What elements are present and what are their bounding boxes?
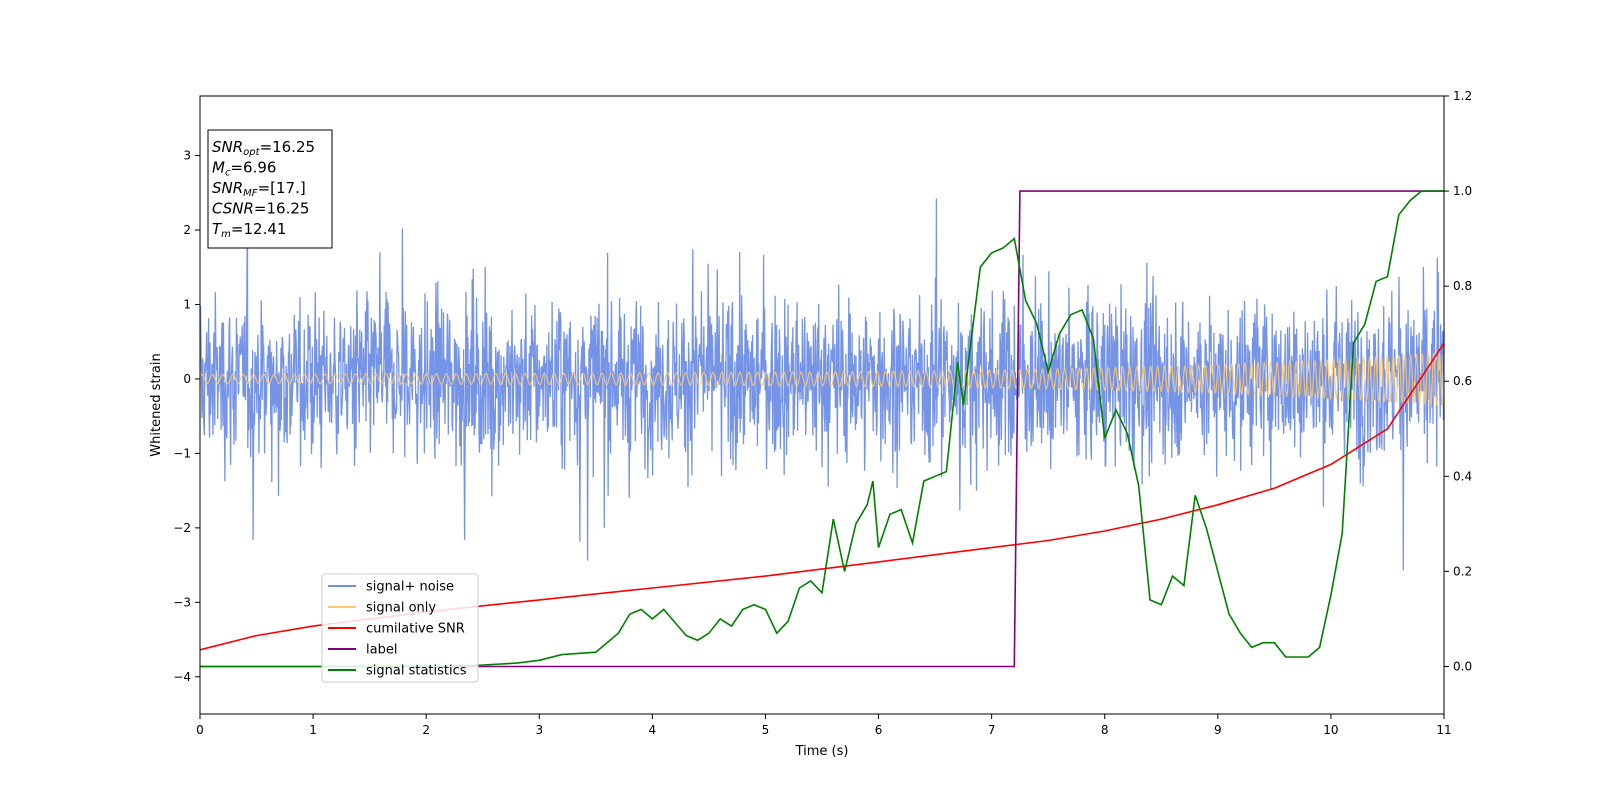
plot-frame — [199, 95, 1445, 715]
x-tick-label: 4 — [649, 723, 657, 737]
x-tick-label: 11 — [1436, 723, 1451, 737]
y-left-tick-label: 2 — [183, 223, 191, 237]
annotation-line: SNRopt=16.25 — [212, 138, 315, 158]
legend: signal+ noise signal only cumilative SNR la… — [321, 573, 479, 683]
y-right-tick-label: 0.8 — [1453, 279, 1472, 293]
y-left-tick-label: 0 — [183, 372, 191, 386]
annotation-frame — [207, 129, 333, 249]
x-tick-label: 0 — [196, 723, 204, 737]
annotation-line: Tm=12.41 — [212, 220, 286, 240]
legend-entry: signal statistics — [366, 664, 467, 679]
annotation-line: CSNR=16.25 — [212, 200, 309, 218]
x-tick-label: 9 — [1214, 723, 1222, 737]
y-right-tick-label: 0.2 — [1453, 564, 1472, 578]
x-tick-label: 5 — [762, 723, 770, 737]
y-right-tick-label: 0.6 — [1453, 374, 1472, 388]
annotation-line: Mc=6.96 — [212, 159, 276, 179]
y-left-tick-label: 1 — [183, 297, 191, 311]
signal-statistics-line — [200, 190, 1444, 668]
y-left-tick-label: −2 — [173, 521, 191, 535]
annotation-box: SNRopt=16.25Mc=6.96SNRMF=[17.]CSNR=16.25… — [207, 129, 333, 249]
y-right-tick-label: 0.0 — [1453, 659, 1472, 673]
legend-entry: label — [366, 643, 397, 658]
signal-noise-series — [199, 198, 1445, 571]
y-right-tick-label: 1.2 — [1453, 89, 1472, 103]
signal-noise-line — [199, 198, 1445, 571]
y-axis-label: Whitened strain — [149, 353, 164, 456]
x-tick-label: 7 — [988, 723, 996, 737]
x-tick-label: 8 — [1101, 723, 1109, 737]
signal-only-line — [199, 352, 1445, 406]
y-left-tick-label: 3 — [183, 149, 191, 163]
legend-entry: signal+ noise — [366, 580, 454, 595]
y-left-tick-label: −1 — [173, 446, 191, 460]
x-tick-label: 10 — [1323, 723, 1338, 737]
label-line — [200, 190, 1444, 668]
y-left-tick-label: −4 — [173, 670, 191, 684]
x-axis-label: Time (s) — [795, 744, 849, 759]
x-tick-label: 2 — [422, 723, 430, 737]
y-right-tick-label: 1.0 — [1453, 184, 1472, 198]
axes-ticks: 0 1 2 3 4 5 6 7 8 9 10 11 −4 −3 −2 −1 0 1 2 3 0.0 0.2 0.4 0.6 0.… — [173, 89, 1472, 737]
legend-entry: signal only — [366, 601, 436, 616]
y-right-tick-label: 0.4 — [1453, 469, 1472, 483]
annotation-line: SNRMF=[17.] — [212, 179, 306, 199]
x-tick-label: 6 — [875, 723, 883, 737]
legend-entry: cumilative SNR — [366, 622, 465, 637]
y-left-tick-label: −3 — [173, 595, 191, 609]
x-tick-label: 1 — [309, 723, 317, 737]
x-tick-label: 3 — [535, 723, 543, 737]
signal-only-series — [199, 352, 1445, 406]
legend-frame — [321, 573, 479, 683]
